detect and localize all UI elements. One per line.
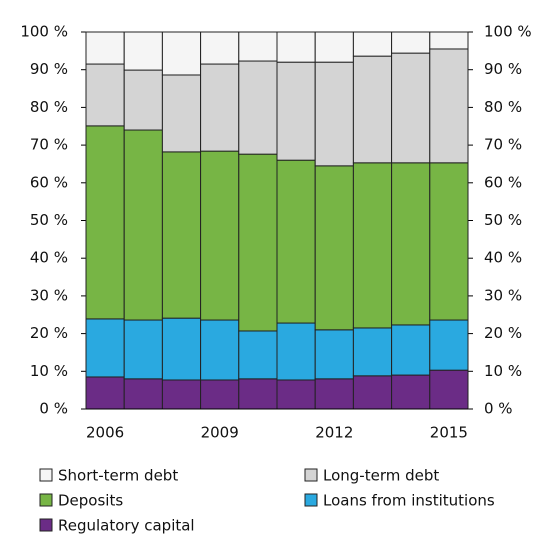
y2-tick-label: 40 % xyxy=(484,249,522,267)
bar-segment xyxy=(161,74,202,153)
y-tick-label: 20 % xyxy=(30,324,68,342)
bar-segment xyxy=(123,319,163,380)
bar-segment xyxy=(276,159,316,324)
x-tick-label: 2012 xyxy=(315,424,353,442)
bar-segment xyxy=(200,31,240,65)
bar-segment xyxy=(161,379,202,410)
bar-segment xyxy=(238,330,278,380)
legend-label: Loans from institutions xyxy=(323,492,495,510)
bar-segment xyxy=(352,162,393,329)
bar-segment xyxy=(85,376,125,410)
y2-tick-label: 50 % xyxy=(484,211,522,229)
y-tick-label: 100 % xyxy=(20,23,68,41)
y-tick-label: 10 % xyxy=(30,362,68,380)
bar-segment xyxy=(123,378,163,410)
bar-segment xyxy=(429,319,469,371)
y-tick-label: 90 % xyxy=(30,60,68,78)
bar-segment xyxy=(391,374,431,410)
y-tick-label: 30 % xyxy=(30,286,68,304)
bar-segment xyxy=(238,60,278,155)
y2-tick-label: 30 % xyxy=(484,286,522,304)
bar-segment xyxy=(429,48,469,164)
x-tick-label: 2006 xyxy=(86,424,124,442)
bar-segment xyxy=(314,329,354,380)
legend-swatch xyxy=(304,468,318,482)
bar-segment xyxy=(85,63,125,127)
y2-tick-label: 20 % xyxy=(484,324,522,342)
y-tick-label: 40 % xyxy=(30,249,68,267)
bar-segment xyxy=(200,379,240,410)
x-tick-label: 2009 xyxy=(201,424,239,442)
bar-segment xyxy=(123,129,163,321)
bar-segment xyxy=(352,327,393,377)
y2-tick-label: 60 % xyxy=(484,173,522,191)
y-tick-label: 0 % xyxy=(39,400,68,418)
bar-segment xyxy=(314,31,354,63)
bar-segment xyxy=(391,31,431,54)
bar-segment xyxy=(352,375,393,410)
legend-label: Deposits xyxy=(58,492,123,510)
y2-tick-label: 80 % xyxy=(484,98,522,116)
bar-segment xyxy=(161,151,202,319)
y2-tick-label: 70 % xyxy=(484,136,522,154)
bar-segment xyxy=(85,318,125,378)
bar-segment xyxy=(429,369,469,410)
y2-tick-label: 10 % xyxy=(484,362,522,380)
bar-segment xyxy=(85,31,125,65)
bar-segment xyxy=(238,378,278,410)
bar-segment xyxy=(200,319,240,381)
bar-segment xyxy=(200,150,240,321)
legend-label: Long-term debt xyxy=(323,467,439,485)
legend-label: Short-term debt xyxy=(58,467,178,485)
bar-segment xyxy=(276,31,316,63)
y-tick-label: 70 % xyxy=(30,136,68,154)
y2-tick-label: 0 % xyxy=(484,400,513,418)
bar-segment xyxy=(352,55,393,164)
y2-tick-label: 90 % xyxy=(484,60,522,78)
bar-segment xyxy=(391,324,431,376)
bar-segment xyxy=(238,31,278,62)
bar-segment xyxy=(352,31,393,57)
legend-swatch xyxy=(304,493,318,507)
bar-segment xyxy=(85,125,125,320)
y-tick-label: 60 % xyxy=(30,173,68,191)
bar-segment xyxy=(123,31,163,71)
bar-segment xyxy=(123,69,163,131)
bar-segment xyxy=(391,162,431,326)
bar-segment xyxy=(276,61,316,161)
legend-swatch xyxy=(39,468,53,482)
bar-segment xyxy=(314,61,354,167)
bar-segment xyxy=(314,165,354,331)
bar-segment xyxy=(161,317,202,381)
bar-segment xyxy=(238,153,278,332)
bar-segment xyxy=(429,162,469,321)
bar-segment xyxy=(276,379,316,410)
bar-segment xyxy=(429,31,469,50)
bar-segment xyxy=(314,378,354,410)
bar-segment xyxy=(200,63,240,152)
x-tick-label: 2015 xyxy=(430,424,468,442)
legend-swatch xyxy=(39,493,53,507)
y-tick-label: 50 % xyxy=(30,211,68,229)
legend-label: Regulatory capital xyxy=(58,517,195,535)
bar-segment xyxy=(161,31,202,76)
bar-segment xyxy=(276,322,316,381)
legend-swatch xyxy=(39,518,53,532)
bar-segment xyxy=(391,52,431,164)
y-tick-label: 80 % xyxy=(30,98,68,116)
y2-tick-label: 100 % xyxy=(484,23,532,41)
